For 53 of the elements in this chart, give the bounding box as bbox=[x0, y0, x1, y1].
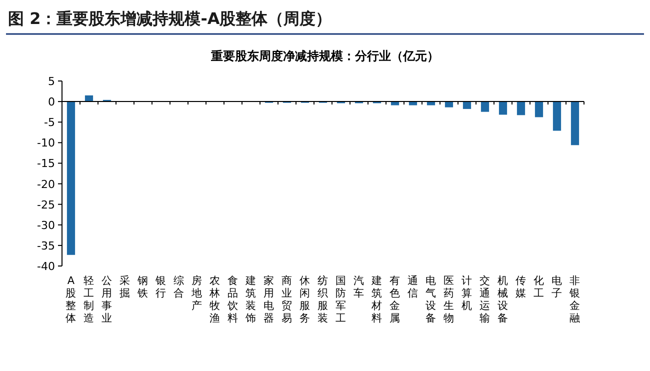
x-tick-label: 化工 bbox=[534, 275, 544, 300]
x-tick-label: 采掘 bbox=[120, 274, 130, 300]
x-tick-label: 综合 bbox=[174, 274, 184, 300]
y-tick-label: -5 bbox=[44, 116, 55, 130]
x-tick-label: 休闲服务 bbox=[300, 275, 310, 324]
bar bbox=[498, 102, 508, 115]
x-tick-label: 电气设备 bbox=[426, 274, 436, 324]
bar bbox=[480, 102, 490, 112]
bar bbox=[534, 102, 544, 118]
x-tick-label: 钢铁 bbox=[136, 275, 148, 300]
y-tick-label: -15 bbox=[37, 157, 55, 170]
bar bbox=[408, 102, 418, 106]
y-tick-label: 0 bbox=[48, 96, 55, 109]
y-tick-label: -40 bbox=[37, 260, 55, 273]
x-tick-label: 银行 bbox=[154, 275, 166, 300]
y-tick-label: -30 bbox=[37, 218, 55, 232]
x-tick-label: 房地产 bbox=[190, 274, 202, 312]
x-tick-label: 计算机 bbox=[462, 274, 472, 312]
bar bbox=[390, 102, 400, 106]
chart-title: 图 2：重要股东增减持规模-A股整体（周度） bbox=[8, 9, 332, 28]
bar bbox=[516, 102, 526, 116]
x-tick-label: 家用电器 bbox=[264, 274, 274, 324]
x-tick-label: 农林牧渔 bbox=[208, 275, 220, 324]
bar bbox=[552, 102, 562, 131]
bar bbox=[444, 102, 454, 108]
x-tick-label: 商业贸易 bbox=[282, 274, 292, 324]
x-tick-label: 轻工制造 bbox=[84, 275, 94, 324]
y-tick-label: -35 bbox=[37, 239, 55, 252]
x-tick-label: 公用事业 bbox=[102, 275, 112, 324]
x-tick-label: 有色金属 bbox=[390, 275, 400, 324]
x-tick-label: 纺织服装 bbox=[318, 274, 328, 324]
y-tick-label: -10 bbox=[37, 136, 55, 150]
x-tick-label: 机械设备 bbox=[498, 275, 508, 324]
x-tick-label: 传媒 bbox=[516, 275, 526, 300]
bar bbox=[66, 102, 76, 255]
x-tick-label: 食品饮料 bbox=[226, 275, 238, 324]
x-tick-label: 建筑装饰 bbox=[244, 274, 256, 324]
y-tick-label: -25 bbox=[37, 198, 55, 212]
x-tick-label: 通信 bbox=[408, 274, 418, 300]
x-tick-label: 电子 bbox=[552, 274, 562, 300]
bar bbox=[462, 102, 472, 109]
x-tick-label: 汽车 bbox=[354, 275, 364, 300]
chart-subtitle: 重要股东周度净减持规模：分行业（亿元） bbox=[210, 49, 439, 63]
x-tick-label: 交通运输 bbox=[480, 274, 490, 324]
y-tick-label: 5 bbox=[48, 75, 55, 88]
y-tick-label: -20 bbox=[37, 178, 55, 191]
x-tick-label: A股整体 bbox=[66, 275, 76, 324]
x-tick-label: 国防军工 bbox=[336, 275, 346, 324]
bar bbox=[426, 102, 436, 106]
x-tick-label: 非银金融 bbox=[568, 274, 580, 324]
bar bbox=[570, 102, 580, 146]
x-tick-label: 医药生物 bbox=[444, 275, 454, 324]
x-tick-label: 建筑材料 bbox=[370, 274, 382, 324]
